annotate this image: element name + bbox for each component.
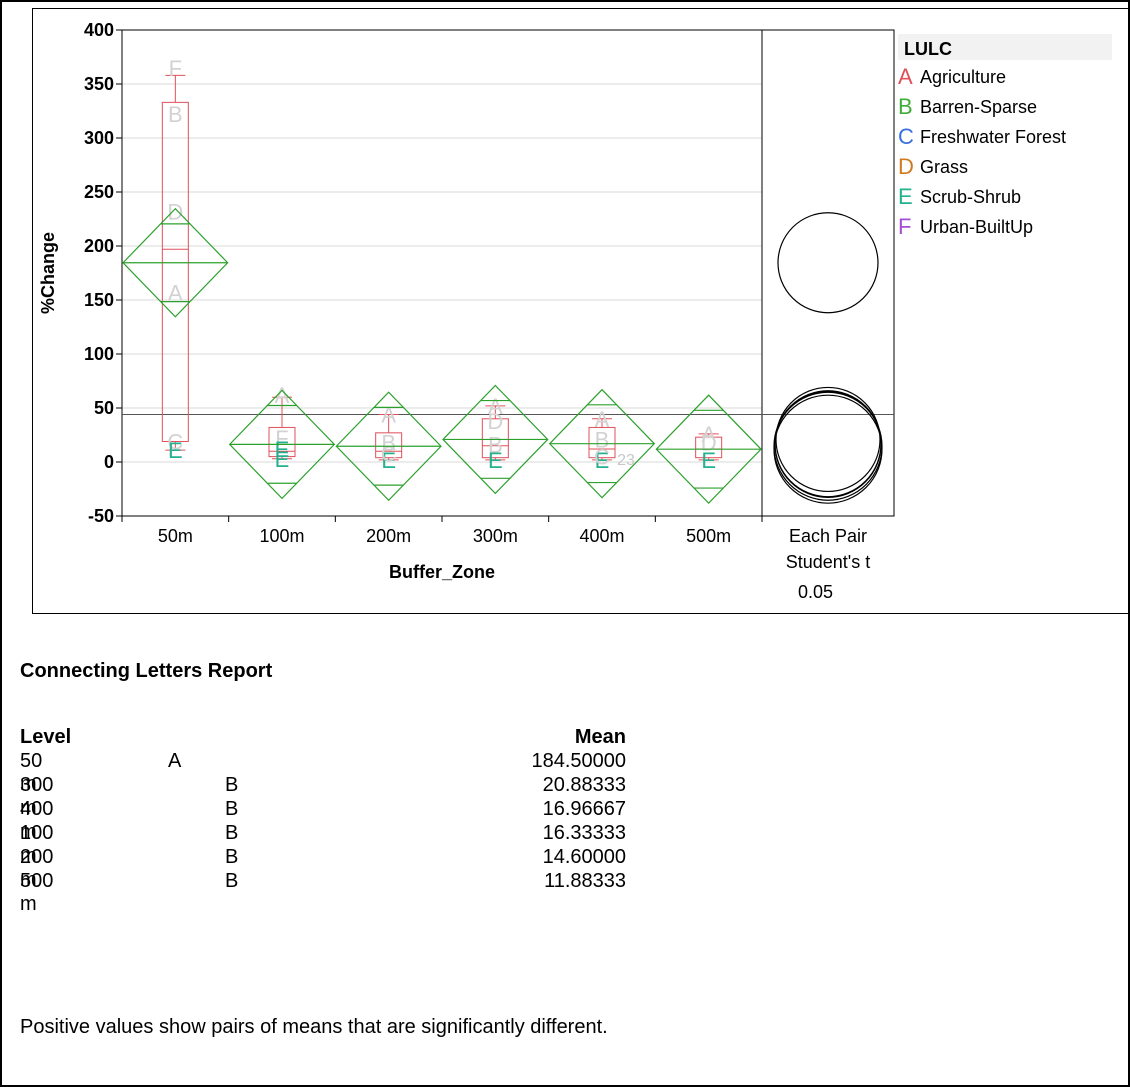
row-mean: 20.88333 [542,774,626,796]
data-point: E [701,448,716,473]
box-iqr [161,101,189,442]
data-point: D [167,199,183,224]
report-title: Connecting Letters Report [20,660,273,682]
data-point: A [701,422,716,447]
legend-letter: F [898,214,911,239]
y-tick-label: 150 [84,290,114,310]
comparison-circle [777,212,879,314]
row-level: 200 m [20,846,54,891]
connecting-letters-report: Connecting Letters Report Level Mean 50 … [20,660,720,915]
report-note: Positive values show pairs of means that… [20,1016,608,1038]
point-label: 23 [617,452,635,469]
data-point: C [594,445,610,470]
row-letter: B [225,846,239,868]
comparison-circle [775,386,881,493]
oneway-chart: -50 0 50 100 150 200 250 300 350 400 %Change 50m 100… [38,20,1112,602]
row-letter: B [225,774,239,796]
comparison-label: Student's t [786,552,871,572]
y-tick-label: 50 [94,398,114,418]
row-letter: B [225,798,239,820]
row-level: 500 m [20,870,54,915]
x-tick-label: 50m [158,526,193,546]
row-mean: 184.50000 [531,750,626,772]
row-letter: B [225,870,239,892]
data-point: F [169,56,182,81]
comparison-circle [773,391,883,501]
data-point: E [168,438,183,463]
y-tick-label: 350 [84,74,114,94]
y-tick-label: 200 [84,236,114,256]
legend-letter: C [898,124,914,149]
y-tick-label: 100 [84,344,114,364]
data-point: F [275,426,288,451]
box-iqr [588,426,616,459]
header-level: Level [20,726,72,748]
data-point: A [381,402,396,427]
row-letter: A [168,750,182,772]
header-mean: Mean [574,726,626,748]
data-point: B [168,102,183,127]
x-tick-label: 500m [686,526,731,546]
legend-label: Freshwater Forest [920,127,1066,147]
data-point: A [168,280,183,305]
row-level: 300 m [20,774,54,819]
x-tick-label: 400m [579,526,624,546]
data-point: E [488,448,503,473]
row-level: 50 m [20,750,43,795]
data-point: C [381,441,397,466]
legend-letter: D [898,154,914,179]
row-mean: 14.60000 [542,846,626,868]
legend-title-bg [898,34,1112,60]
legend-label: Scrub-Shrub [920,187,1021,207]
legend-label: Urban-BuiltUp [920,217,1033,237]
row-letter: B [225,822,239,844]
row-mean: 16.33333 [542,822,626,844]
data-point: E [275,437,290,462]
data-point: B [381,431,396,456]
comparison-circle [774,390,882,498]
x-tick-label: 100m [259,526,304,546]
legend-letter: B [898,94,913,119]
legend-letter: A [898,64,913,89]
x-tick-label: 200m [366,526,411,546]
y-tick-label: -50 [88,506,114,526]
data-point: A [275,383,290,408]
data-point: B [595,427,610,452]
data-point: E [275,447,290,472]
legend-title: LULC [904,39,952,59]
legend-label: Grass [920,157,968,177]
x-tick-label: 300m [473,526,518,546]
y-tick-label: 300 [84,128,114,148]
row-level: 400 m [20,798,54,843]
row-mean: 11.88333 [544,870,626,892]
legend-letter: E [898,184,913,209]
data-point: E [381,448,396,473]
x-axis-label: Buffer_Zone [389,562,495,582]
comparison-circle [773,394,883,504]
data-point: A [595,407,610,432]
y-tick-label: 400 [84,20,114,40]
plot-frame [32,8,1130,614]
data-point: C [167,429,183,454]
box-iqr [481,418,509,459]
comparison-alpha: 0.05 [798,582,833,602]
y-tick-label: 0 [104,452,114,472]
box-iqr [375,432,403,459]
comparison-label: Each Pair [789,526,867,546]
comparison-panel [761,29,895,517]
y-axis-label: %Change [38,232,58,314]
box-iqr [268,426,296,458]
legend-label: Agriculture [920,67,1006,87]
data-point: D [487,409,503,434]
data-point: E [595,448,610,473]
row-mean: 16.96667 [542,798,626,820]
y-tick-label: 250 [84,182,114,202]
row-level: 100 m [20,822,54,867]
box-iqr [695,436,723,459]
legend-label: Barren-Sparse [920,97,1037,117]
